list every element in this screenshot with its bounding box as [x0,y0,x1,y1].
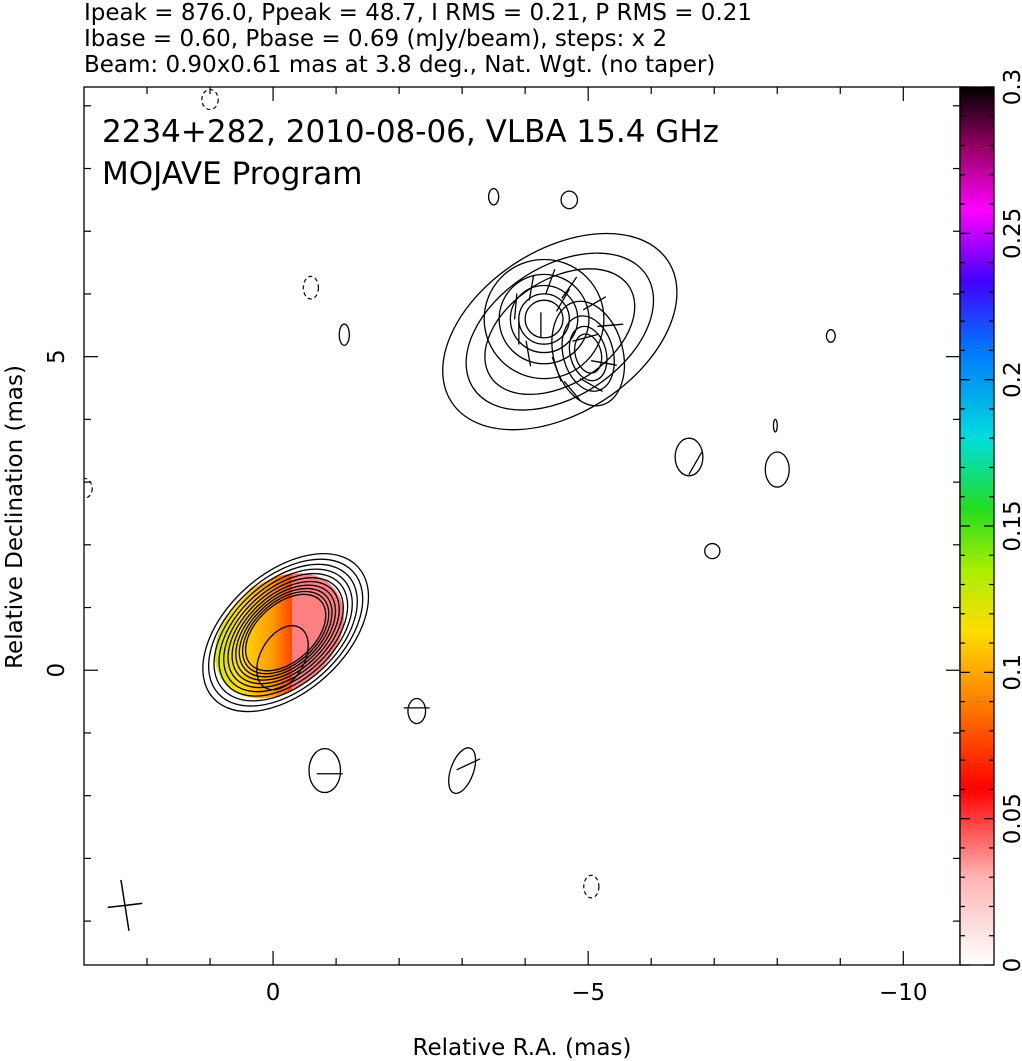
contour-level [524,299,564,339]
contour-level [825,329,836,343]
beam-symbol [107,879,143,931]
colorbar-tick-label: 0.05 [1000,793,1022,844]
evpa-vector [563,380,582,402]
header-line-1: Ipeak = 876.0, Ppeak = 48.7, I RMS = 0.2… [84,0,753,26]
evpa-vector [528,274,535,301]
contour-level [238,587,333,678]
contour-level [407,697,427,725]
contour-level [244,593,327,672]
colorbar-tick-label: 0.15 [1000,500,1022,551]
contour-level [560,190,579,210]
beam-minor-axis [107,902,143,909]
evpa-vector [555,288,571,312]
contour-level [448,747,477,794]
x-axis-label: Relative R.A. (mas) [413,1035,632,1061]
contour-level [223,572,349,693]
x-tick-label: −10 [879,980,928,1006]
evpa-vector [572,333,598,342]
y-axis-label: Relative Declination (mas) [2,365,28,669]
evpa-vector [591,360,617,366]
pol-fill-low [291,547,369,724]
evpa-vector [525,340,532,367]
colorbar-ticks: 0 0.05 0.1 0.15 0.2 0.25 0.3 [960,69,1022,973]
contour-level [484,268,636,396]
negative-contour [583,874,600,899]
evpa-vector [597,323,624,328]
evpa-vector [579,377,603,392]
contour-level [218,568,353,697]
plot-frame [83,86,961,966]
evpa-vector [545,268,556,294]
x-tick-label: 0 [266,980,281,1006]
contour-level [202,553,370,713]
y-tick-label: 0 [44,663,70,678]
contour-level [483,258,605,380]
contour-level [308,747,342,794]
contour-level [574,333,603,374]
contour-level [235,584,337,681]
colorbar-tick-label: 0 [1000,958,1022,973]
contour-level [256,625,309,691]
intensity-contours [84,88,836,899]
evpa-vector [688,451,703,475]
evpa-vector [456,758,481,771]
evpa-vector [582,296,607,311]
colorbar-tick-label: 0.1 [1000,654,1022,691]
contour-level [704,542,721,560]
contour-level [465,252,655,411]
x-tick-label: −5 [571,980,605,1006]
chart-subtitle: MOJAVE Program [102,156,362,192]
contour-level [338,323,350,347]
chart-title: 2234+282, 2010-08-06, VLBA 15.4 GHz [102,114,719,150]
negative-contour [302,275,320,300]
contour-level [207,558,364,707]
evpa-vectors [316,268,703,775]
contour-level [231,580,340,685]
header-line-2: Ibase = 0.60, Pbase = 0.69 (mJy/beam), s… [84,26,668,52]
header-line-3: Beam: 0.90x0.61 mas at 3.8 deg., Nat. Wg… [84,52,716,78]
contour-level [509,284,579,354]
axis-ticks: 0 −5 −10 0 5 [44,87,960,1006]
contour-level [487,187,500,206]
contour-level [764,451,790,488]
contour-level [213,563,358,702]
evpa-vector [551,356,562,382]
evpa-vector [561,276,578,299]
contour-level [227,577,344,689]
contour-level [568,325,608,382]
contour-level [674,437,704,477]
colorbar-tick-label: 0.2 [1000,361,1022,398]
evpa-vector [513,293,518,320]
contour-level [442,232,678,431]
colorbar-tick-label: 0.3 [1000,69,1022,106]
y-tick-label: 5 [44,349,70,364]
contour-level [498,273,590,365]
contour-level [772,418,778,433]
colorbar-tick-label: 0.25 [1000,208,1022,259]
contour-level [561,315,615,392]
